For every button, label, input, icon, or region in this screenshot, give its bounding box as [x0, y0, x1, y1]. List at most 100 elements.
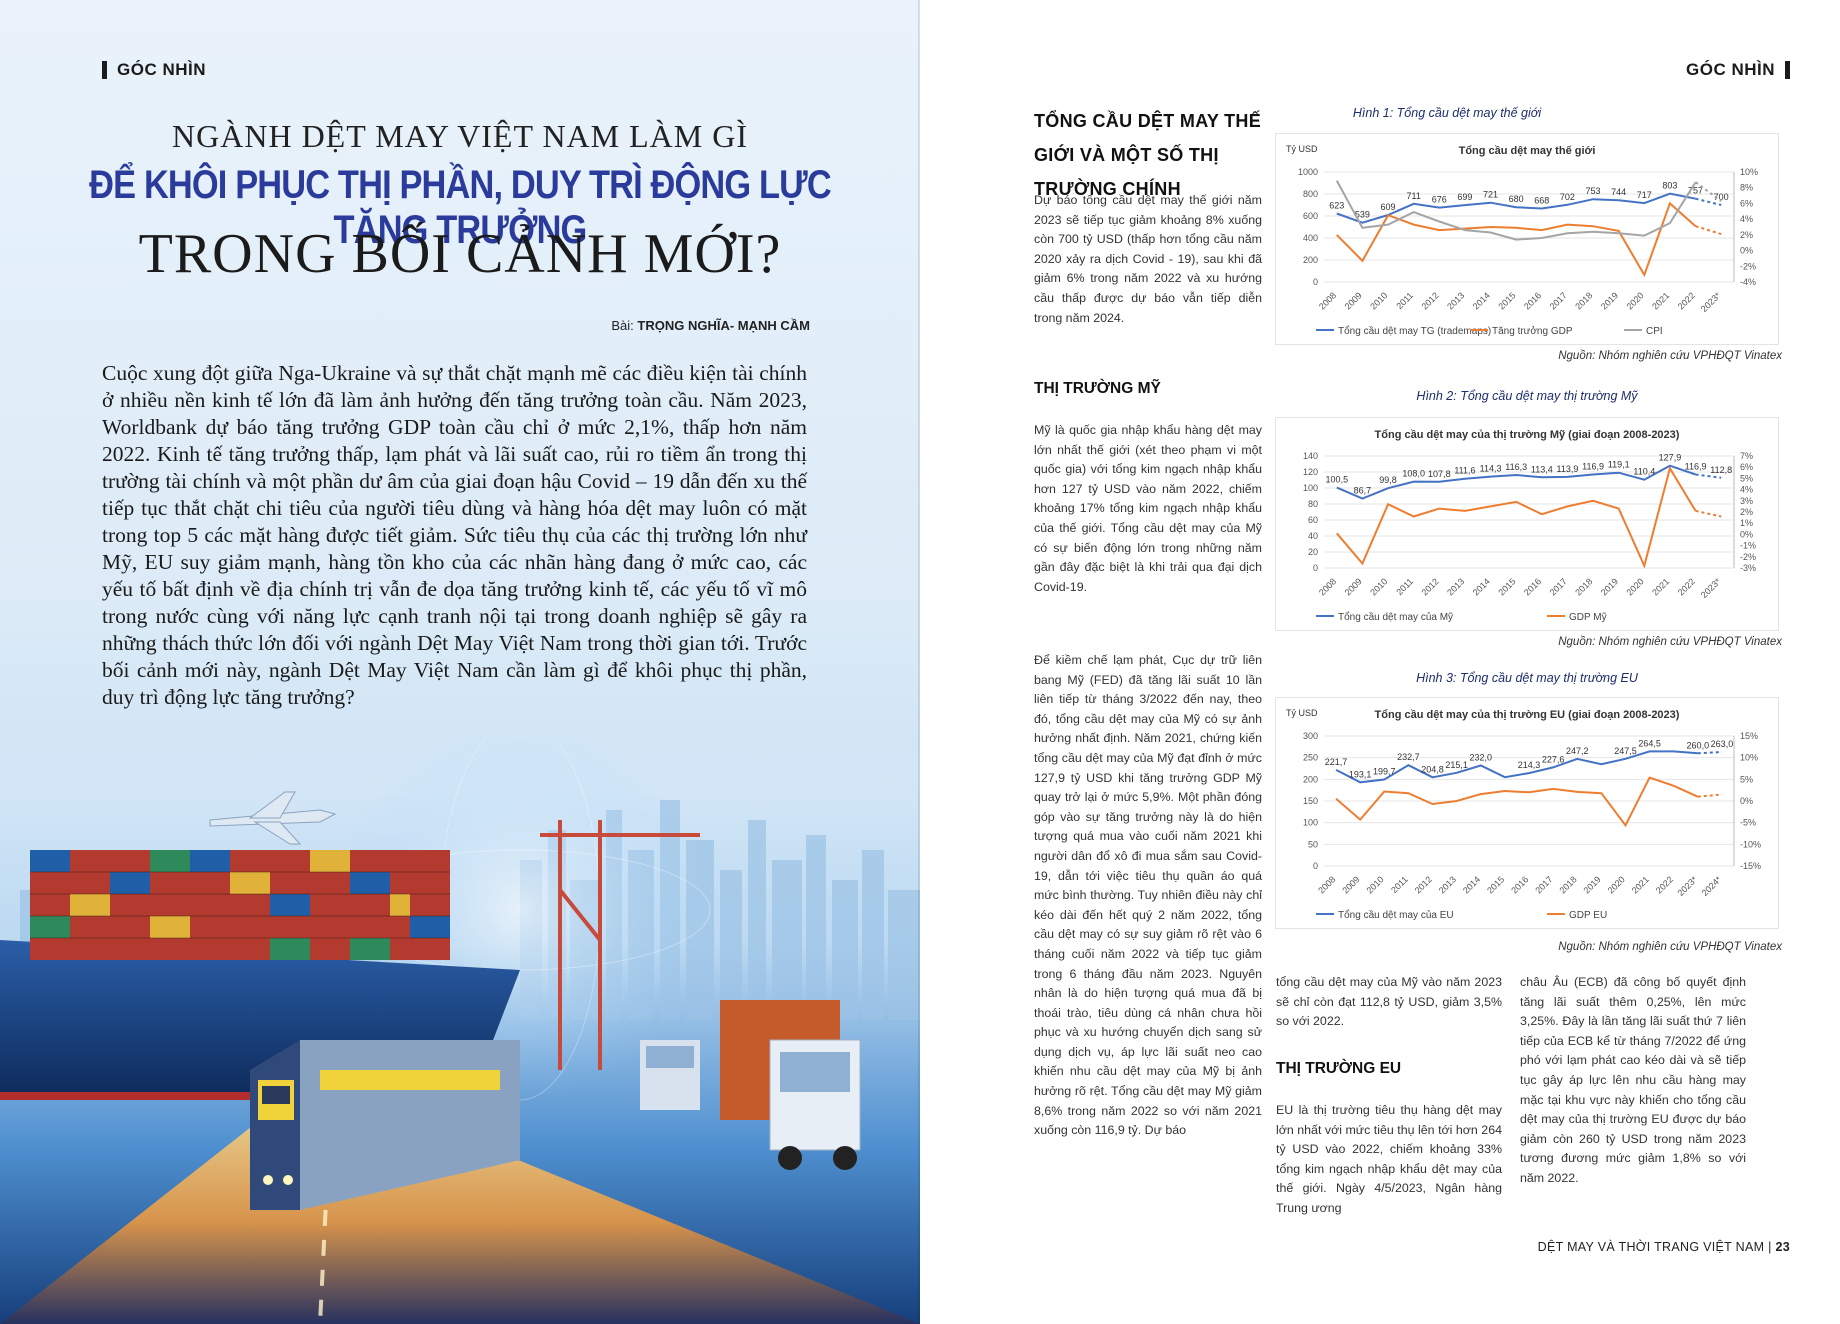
- x-tick-label: 2023*: [1699, 576, 1723, 600]
- data-label: 86,7: [1354, 486, 1372, 496]
- series-forecast-2: [1695, 509, 1722, 518]
- footer-separator: |: [1768, 1240, 1772, 1254]
- data-label: 108,0: [1402, 469, 1425, 479]
- x-tick-label: 2016: [1509, 874, 1530, 895]
- data-label: 232,0: [1469, 752, 1492, 762]
- paragraph-us-3: tổng cầu dệt may của Mỹ vào năm 2023 sẽ …: [1276, 975, 1502, 1029]
- y-tick-label: 20: [1308, 547, 1318, 557]
- legend-label: CPI: [1646, 326, 1663, 337]
- us-demand-chart: Tổng cầu dệt may của thị trường Mỹ (giai…: [1303, 429, 1756, 623]
- series-forecast-3: [1695, 181, 1722, 202]
- x-tick-label: 2015: [1496, 576, 1517, 597]
- y-tick-label: 1000: [1298, 167, 1318, 177]
- data-label: 711: [1407, 191, 1421, 201]
- y-tick-label: 800: [1303, 189, 1318, 199]
- byline-authors: TRỌNG NGHĨA- MẠNH CẦM: [637, 318, 810, 333]
- y-tick-label: 140: [1303, 451, 1318, 461]
- x-tick-label: 2021: [1650, 290, 1671, 311]
- data-label: 232,7: [1397, 752, 1420, 762]
- figure-1-chart: Tổng cầu dệt may thế giới Tỷ USD 1000 800 60…: [1276, 134, 1778, 344]
- chart-title: Tổng cầu dệt may của thị trường Mỹ (giai…: [1375, 429, 1680, 441]
- data-label: 676: [1432, 195, 1447, 205]
- data-label: 744: [1611, 187, 1626, 197]
- y-tick-label: 60: [1308, 515, 1318, 525]
- data-label: 107,8: [1428, 469, 1451, 479]
- series-line-2: [1336, 465, 1697, 569]
- legend-label: GDP EU: [1569, 910, 1607, 921]
- y2-tick-label: -3%: [1740, 563, 1756, 573]
- y2-tick-label: 0%: [1740, 246, 1753, 256]
- x-tick-label: 2014: [1471, 290, 1492, 311]
- x-tick-label: 2022: [1654, 874, 1675, 895]
- left-page: GÓC NHÌN NGÀNH DỆT MAY VIỆT NAM LÀM GÌ Đ…: [0, 0, 920, 1324]
- series-line-1: [1336, 464, 1696, 500]
- x-tick-label: 2019: [1582, 874, 1603, 895]
- x-tick-label: 2021: [1630, 874, 1651, 895]
- data-label: 100,5: [1326, 475, 1349, 485]
- eu-demand-chart: Tổng cầu dệt may của thị trường EU (giai…: [1286, 708, 1761, 921]
- section-tag-left: GÓC NHÌN: [102, 60, 206, 80]
- data-label: 260,0: [1687, 740, 1710, 750]
- series-line-2: [1336, 201, 1697, 278]
- series-forecast-1: [1695, 197, 1722, 206]
- y-tick-label: 50: [1308, 839, 1318, 849]
- data-label: 227,6: [1542, 754, 1565, 764]
- y2-tick-label: 5%: [1740, 473, 1753, 483]
- x-tick-label: 2011: [1394, 290, 1415, 311]
- data-label: 680: [1509, 194, 1524, 204]
- data-label: 199,7: [1373, 766, 1396, 776]
- paragraph-eu-1: EU là thị trường tiêu thụ hàng dệt may l…: [1276, 1103, 1502, 1215]
- x-tick-label: 2009: [1343, 576, 1364, 597]
- headline-line-2: ĐỂ KHÔI PHỤC THỊ PHẦN, DUY TRÌ ĐỘNG LỰC …: [89, 163, 832, 252]
- data-label: 215,1: [1445, 760, 1468, 770]
- x-tick-label: 2012: [1419, 576, 1440, 597]
- page-footer: DỆT MAY VÀ THỜI TRANG VIỆT NAM | 23: [1538, 1240, 1790, 1254]
- legend-label: GDP Mỹ: [1569, 612, 1607, 623]
- chart-title: Tổng cầu dệt may của thị trường EU (giai…: [1375, 709, 1680, 721]
- x-tick-label: 2012: [1419, 290, 1440, 311]
- y2-tick-label: 7%: [1740, 451, 1753, 461]
- figure-1-caption: Hình 1: Tổng cầu dệt may thế giới: [1352, 106, 1542, 120]
- x-tick-label: 2017: [1548, 576, 1569, 597]
- heading-us-market: THỊ TRƯỜNG MỸ: [1034, 380, 1161, 397]
- figure-2-caption: Hình 2: Tổng cầu dệt may thị trường Mỹ: [1416, 389, 1638, 403]
- x-tick-label: 2015: [1496, 290, 1517, 311]
- section-tag-label: GÓC NHÌN: [1686, 60, 1775, 79]
- x-tick-label: 2023*: [1699, 290, 1723, 314]
- data-label: 264,5: [1638, 738, 1661, 748]
- paragraph-us-2: Để kiềm chế lạm phát, Cục dự trữ liên ba…: [1034, 653, 1262, 1138]
- x-tick-label: 2011: [1389, 874, 1410, 895]
- y2-tick-label: -10%: [1740, 839, 1761, 849]
- legend-label: Tăng trưởng GDP: [1492, 325, 1573, 337]
- x-tick-label: 2016: [1522, 576, 1543, 597]
- series-forecast-1: [1695, 473, 1722, 479]
- series-line-2: [1335, 776, 1699, 828]
- y-tick-label: 80: [1308, 499, 1318, 509]
- series-line-3: [1335, 180, 1697, 241]
- y2-tick-label: 6%: [1740, 198, 1753, 208]
- data-label: 114,3: [1480, 464, 1502, 474]
- data-label: 668: [1534, 196, 1549, 206]
- x-tick-label: 2023*: [1676, 874, 1700, 898]
- y-tick-label: 300: [1303, 731, 1318, 741]
- x-tick-label: 2008: [1317, 290, 1338, 311]
- paragraph-world-demand: Dự báo tổng cầu dệt may thế giới năm 202…: [1034, 193, 1262, 325]
- data-label: 111,6: [1454, 466, 1475, 476]
- heading-world-demand: TỔNG CẦU DỆT MAY THẾ GIỚI VÀ MỘT SỐ THỊ …: [1034, 111, 1262, 199]
- data-label: 247,5: [1614, 746, 1637, 756]
- y-tick-label: 200: [1303, 255, 1318, 265]
- y2-tick-label: 0%: [1740, 529, 1753, 539]
- y-tick-label: 120: [1303, 467, 1318, 477]
- data-label: 221,7: [1325, 757, 1348, 767]
- figure-3-caption: Hình 3: Tổng cầu dệt may thị trường EU: [1416, 671, 1638, 685]
- logistics-illustration: [0, 740, 920, 1324]
- y-tick-label: 200: [1303, 774, 1318, 784]
- lead-paragraph: Cuộc xung đột giữa Nga-Ukraine và sự thắ…: [102, 361, 807, 709]
- y2-tick-label: 4%: [1740, 485, 1753, 495]
- x-tick-label: 2018: [1557, 874, 1578, 895]
- data-label: 214,3: [1518, 760, 1541, 770]
- y2-tick-label: 6%: [1740, 462, 1753, 472]
- x-tick-label: 2009: [1340, 874, 1361, 895]
- data-label: 113,9: [1557, 464, 1579, 474]
- y2-tick-label: 15%: [1740, 731, 1758, 741]
